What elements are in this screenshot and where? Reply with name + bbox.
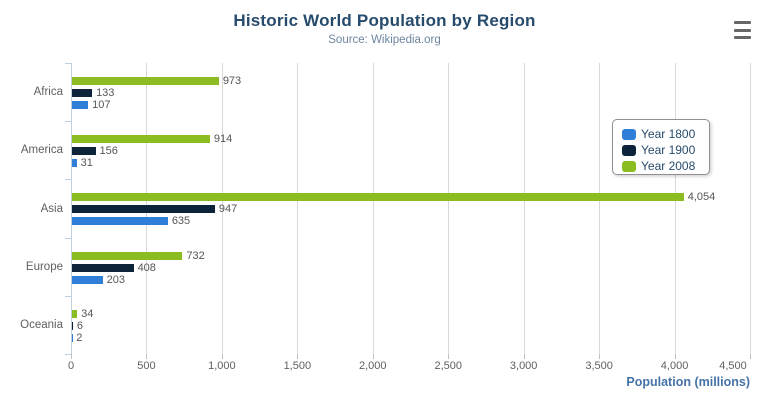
bar-oceania-year-2008[interactable] (72, 310, 78, 318)
bar-europe-year-2008[interactable] (72, 252, 183, 260)
gridline (599, 63, 601, 354)
x-axis-tick (221, 354, 223, 359)
bar-europe-year-1800[interactable] (72, 276, 103, 284)
category-label-oceania: Oceania (20, 319, 63, 331)
bar-value-label: 2 (76, 332, 83, 344)
bar-value-label: 732 (186, 250, 205, 262)
bar-africa-year-1900[interactable] (72, 89, 93, 97)
bar-value-label: 4,054 (687, 191, 716, 203)
x-tick-label: 4,000 (660, 360, 689, 372)
bar-value-label: 34 (81, 308, 94, 320)
category-axis-tick (65, 121, 71, 122)
chart-title: Historic World Population by Region (233, 11, 536, 30)
x-axis-title: Population (millions) (626, 375, 750, 389)
hamburger-icon[interactable] (727, 19, 751, 41)
legend-label: Year 2008 (641, 159, 696, 173)
category-axis-tick (65, 179, 71, 180)
bar-europe-year-1900[interactable] (72, 264, 134, 272)
bar-value-label: 203 (106, 274, 125, 286)
gridline (523, 63, 525, 354)
x-tick-label: 500 (137, 360, 156, 372)
legend-symbol (622, 144, 636, 156)
category-axis-line (71, 63, 72, 354)
gridline (372, 63, 374, 354)
bar-value-label: 107 (92, 99, 111, 111)
bar-asia-year-1800[interactable] (72, 217, 168, 225)
category-label-africa: Africa (33, 86, 63, 98)
bar-value-label: 6 (76, 320, 84, 332)
bar-value-label: 408 (137, 262, 156, 274)
legend-item-year-1900[interactable]: Year 1900 (622, 142, 709, 158)
bar-value-label: 914 (213, 133, 233, 145)
legend-symbol (622, 128, 636, 140)
hamburger-bar (734, 21, 751, 24)
category-label-asia: Asia (40, 203, 63, 215)
x-axis-tick (71, 354, 72, 359)
bar-asia-year-2008[interactable] (72, 193, 684, 201)
gridline (448, 63, 450, 354)
legend: Year 1800 Year 1900 Year 2008 (612, 119, 710, 175)
x-axis-tick (448, 354, 450, 359)
bar-value-label: 635 (171, 215, 191, 227)
bar-oceania-year-1900[interactable] (72, 322, 73, 330)
bar-america-year-1900[interactable] (72, 147, 96, 155)
gridline (674, 63, 676, 354)
bar-value-label: 133 (96, 87, 115, 99)
legend-label: Year 1800 (641, 127, 696, 141)
category-label-europe: Europe (25, 261, 63, 273)
bar-africa-year-2008[interactable] (72, 77, 219, 85)
x-tick-label: 3,500 (585, 360, 613, 372)
gridline (750, 63, 751, 354)
category-axis-tick (65, 296, 71, 297)
chart-subtitle: Source: Wikipedia.org (328, 34, 441, 46)
hamburger-bar (734, 36, 751, 39)
bar-asia-year-1900[interactable] (72, 205, 215, 213)
x-axis-tick (599, 354, 601, 359)
x-tick-label: 3,000 (509, 360, 538, 372)
bar-value-label: 947 (218, 203, 238, 215)
x-tick-label: 2,000 (359, 360, 387, 372)
bar-value-label: 156 (99, 145, 118, 157)
x-tick-label: 2,500 (434, 360, 462, 372)
gridline (221, 63, 223, 354)
category-axis-tick (65, 354, 71, 355)
x-tick-label: 1,000 (208, 360, 236, 372)
x-axis-tick (750, 354, 751, 359)
legend-symbol (622, 160, 636, 172)
category-label-america: America (20, 144, 63, 156)
x-tick-label: 4,500 (719, 360, 747, 372)
bar-america-year-2008[interactable] (72, 135, 210, 143)
bar-africa-year-1800[interactable] (72, 101, 89, 109)
bar-america-year-1800[interactable] (72, 159, 77, 167)
category-axis-tick (65, 63, 71, 64)
x-tick-label: 1,500 (283, 360, 312, 372)
gridline (297, 63, 299, 354)
legend-label: Year 1900 (641, 143, 696, 157)
x-axis-tick (523, 354, 525, 359)
bar-value-label: 31 (80, 157, 93, 169)
hamburger-bar (734, 28, 751, 32)
x-tick-label: 0 (67, 360, 75, 372)
x-axis-tick (674, 354, 676, 359)
x-axis-tick (297, 354, 299, 359)
bar-value-label: 973 (222, 75, 242, 87)
category-axis-tick (65, 238, 71, 239)
x-axis-tick (146, 354, 148, 359)
legend-item-year-2008[interactable]: Year 2008 (622, 158, 709, 174)
legend-item-year-1800[interactable]: Year 1800 (622, 126, 709, 142)
x-axis-tick (372, 354, 374, 359)
plot-area: 973 133 107 914 156 31 4,054 947 635 732 408 203 34 6… (65, 63, 751, 359)
